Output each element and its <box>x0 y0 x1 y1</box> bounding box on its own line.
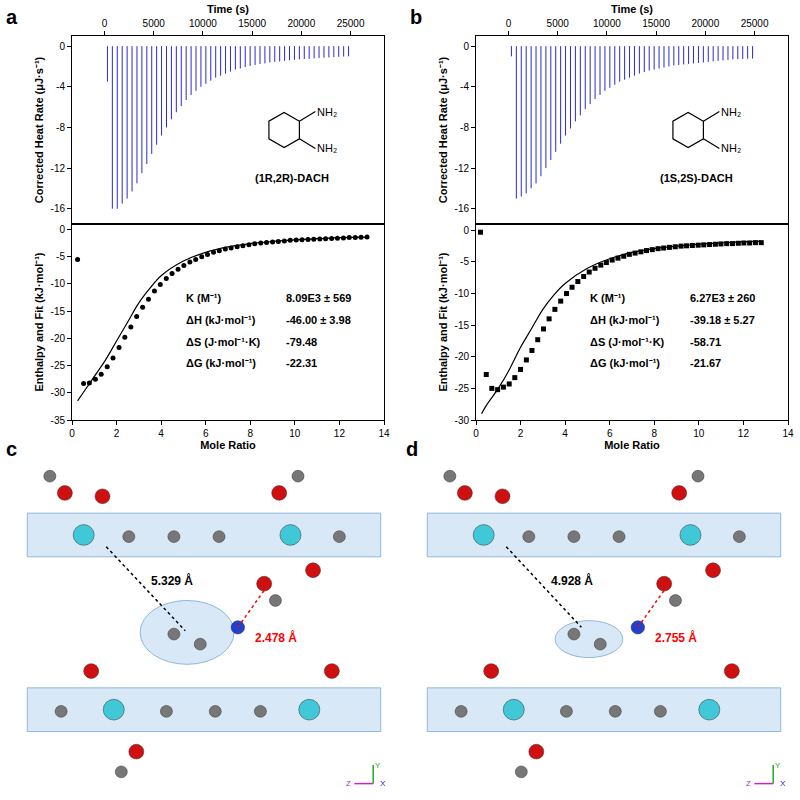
svg-text:5000: 5000 <box>143 18 166 29</box>
svg-text:NH₂: NH₂ <box>721 106 741 118</box>
svg-text:2.755 Å: 2.755 Å <box>655 630 697 645</box>
svg-text:-8: -8 <box>56 122 65 133</box>
svg-text:0: 0 <box>102 18 108 29</box>
svg-text:-15: -15 <box>455 320 470 331</box>
svg-text:15000: 15000 <box>238 18 266 29</box>
svg-text:14: 14 <box>378 428 390 439</box>
svg-text:Mole Ratio: Mole Ratio <box>604 439 660 451</box>
svg-text:Y: Y <box>375 761 381 770</box>
svg-text:0: 0 <box>506 18 512 29</box>
svg-text:-12: -12 <box>51 163 66 174</box>
svg-text:8.09E3 ± 569: 8.09E3 ± 569 <box>286 292 351 304</box>
svg-text:NH₂: NH₂ <box>317 106 337 118</box>
svg-text:Z: Z <box>346 779 351 788</box>
svg-text:X: X <box>380 779 386 788</box>
svg-text:-21.67: -21.67 <box>690 357 721 369</box>
svg-text:0: 0 <box>463 225 469 236</box>
svg-text:Time (s): Time (s) <box>611 3 653 15</box>
svg-text:20000: 20000 <box>691 18 719 29</box>
svg-text:-10: -10 <box>51 278 66 289</box>
svg-text:20000: 20000 <box>287 18 315 29</box>
svg-text:0: 0 <box>463 41 469 52</box>
svg-text:8: 8 <box>248 428 254 439</box>
svg-text:2: 2 <box>114 428 120 439</box>
svg-text:5.329 Å: 5.329 Å <box>151 573 193 588</box>
svg-text:-58.71: -58.71 <box>690 336 721 348</box>
svg-text:6.27E3 ± 260: 6.27E3 ± 260 <box>690 292 755 304</box>
svg-text:c: c <box>6 438 17 460</box>
svg-text:10: 10 <box>289 428 301 439</box>
svg-text:-22.31: -22.31 <box>286 357 317 369</box>
svg-text:-25: -25 <box>455 383 470 394</box>
svg-text:4: 4 <box>158 428 164 439</box>
svg-text:NH₂: NH₂ <box>317 142 337 154</box>
svg-text:Corrected Heat Rate (μJ·s⁻¹): Corrected Heat Rate (μJ·s⁻¹) <box>33 56 45 203</box>
svg-text:ΔG (kJ·mol⁻¹): ΔG (kJ·mol⁻¹) <box>590 357 660 369</box>
svg-text:25000: 25000 <box>337 18 365 29</box>
svg-text:0: 0 <box>69 428 75 439</box>
svg-text:-20: -20 <box>455 351 470 362</box>
svg-text:10000: 10000 <box>189 18 217 29</box>
svg-text:-30: -30 <box>51 387 66 398</box>
svg-text:-4: -4 <box>460 81 469 92</box>
svg-text:-4: -4 <box>56 81 65 92</box>
svg-text:ΔS (J·mol⁻¹·K): ΔS (J·mol⁻¹·K) <box>590 336 665 348</box>
svg-text:-8: -8 <box>460 122 469 133</box>
svg-text:Enthalpy and Fit (kJ·mol⁻¹): Enthalpy and Fit (kJ·mol⁻¹) <box>33 252 45 391</box>
svg-text:-12: -12 <box>455 163 470 174</box>
svg-text:d: d <box>406 438 418 460</box>
svg-text:0: 0 <box>473 428 479 439</box>
svg-text:-39.18 ± 5.27: -39.18 ± 5.27 <box>690 314 755 326</box>
svg-text:-79.48: -79.48 <box>286 336 317 348</box>
svg-text:-16: -16 <box>51 203 66 214</box>
svg-text:K (M⁻¹): K (M⁻¹) <box>590 292 625 304</box>
svg-text:Z: Z <box>746 779 751 788</box>
svg-text:(1S,2S)-DACH: (1S,2S)-DACH <box>660 172 733 184</box>
svg-text:2.478 Å: 2.478 Å <box>255 630 297 645</box>
svg-text:14: 14 <box>782 428 794 439</box>
svg-text:Enthalpy and Fit (kJ·mol⁻¹): Enthalpy and Fit (kJ·mol⁻¹) <box>437 252 449 391</box>
svg-text:X: X <box>780 779 786 788</box>
svg-text:25000: 25000 <box>741 18 769 29</box>
svg-text:-10: -10 <box>455 288 470 299</box>
svg-text:b: b <box>410 6 422 28</box>
svg-text:10: 10 <box>693 428 705 439</box>
svg-text:0: 0 <box>59 41 65 52</box>
svg-text:0: 0 <box>59 224 65 235</box>
svg-text:(1R,2R)-DACH: (1R,2R)-DACH <box>255 172 329 184</box>
svg-text:6: 6 <box>607 428 613 439</box>
svg-text:Mole Ratio: Mole Ratio <box>200 439 256 451</box>
svg-text:-15: -15 <box>51 306 66 317</box>
svg-text:ΔG (kJ·mol⁻¹): ΔG (kJ·mol⁻¹) <box>186 357 256 369</box>
svg-text:4: 4 <box>562 428 568 439</box>
svg-text:12: 12 <box>334 428 346 439</box>
svg-text:NH₂: NH₂ <box>721 142 741 154</box>
svg-text:Y: Y <box>775 761 781 770</box>
svg-text:-5: -5 <box>460 256 469 267</box>
svg-text:-35: -35 <box>51 415 66 426</box>
svg-text:-16: -16 <box>455 203 470 214</box>
svg-text:ΔS (J·mol⁻¹·K): ΔS (J·mol⁻¹·K) <box>186 336 261 348</box>
svg-text:-46.00 ± 3.98: -46.00 ± 3.98 <box>286 314 351 326</box>
svg-text:-20: -20 <box>51 333 66 344</box>
svg-text:ΔH (kJ·mol⁻¹): ΔH (kJ·mol⁻¹) <box>186 314 256 326</box>
svg-text:-25: -25 <box>51 360 66 371</box>
svg-text:a: a <box>6 6 18 28</box>
svg-text:5000: 5000 <box>547 18 570 29</box>
svg-text:4.928 Å: 4.928 Å <box>551 573 593 588</box>
svg-text:Corrected Heat Rate (μJ·s⁻¹): Corrected Heat Rate (μJ·s⁻¹) <box>437 56 449 203</box>
svg-text:6: 6 <box>203 428 209 439</box>
svg-text:-30: -30 <box>455 415 470 426</box>
svg-text:Time (s): Time (s) <box>207 3 249 15</box>
svg-text:10000: 10000 <box>593 18 621 29</box>
svg-text:-5: -5 <box>56 251 65 262</box>
svg-text:ΔH (kJ·mol⁻¹): ΔH (kJ·mol⁻¹) <box>590 314 660 326</box>
svg-text:12: 12 <box>738 428 750 439</box>
svg-text:2: 2 <box>518 428 524 439</box>
svg-text:8: 8 <box>652 428 658 439</box>
svg-text:15000: 15000 <box>642 18 670 29</box>
svg-text:K (M⁻¹): K (M⁻¹) <box>186 292 221 304</box>
